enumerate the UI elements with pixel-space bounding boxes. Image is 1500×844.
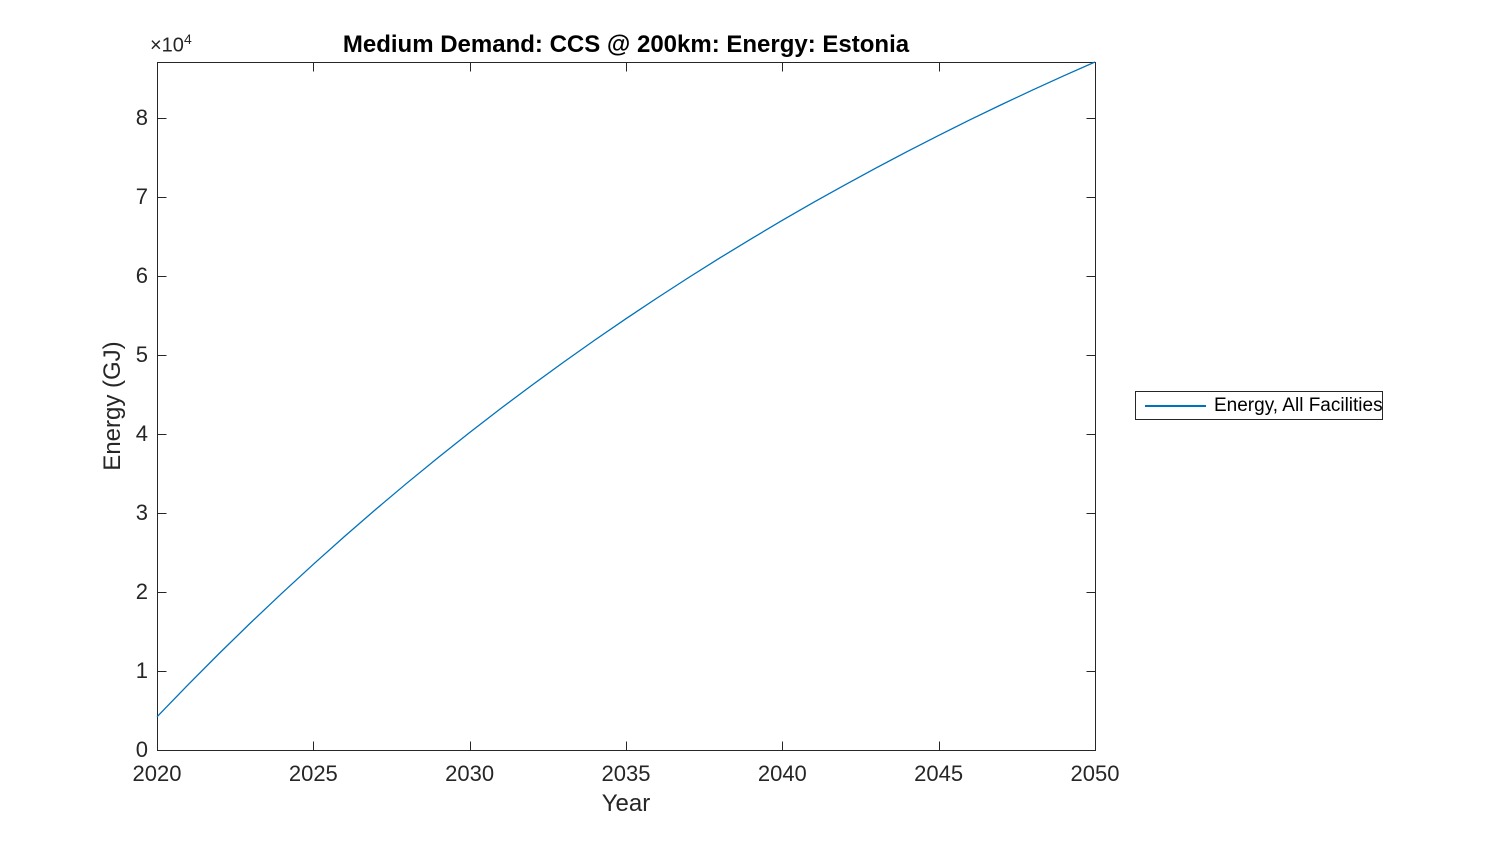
y-tick-label: 2	[135, 579, 148, 605]
x-tick-label: 2025	[288, 761, 338, 786]
y-tick-label: 8	[135, 105, 148, 131]
y-axis-multiplier: ×104	[150, 31, 192, 58]
chart-title: Medium Demand: CCS @ 200km: Energy: Esto…	[342, 31, 910, 58]
y-axis-multiplier-exponent: 4	[183, 31, 192, 47]
y-tick-label: 0	[135, 737, 148, 762]
y-tick-label: 4	[135, 421, 148, 447]
x-tick-label: 2035	[601, 761, 651, 786]
axes-box	[157, 62, 1096, 751]
x-tick-label: 2045	[914, 761, 964, 786]
y-axis-multiplier-base: ×10	[150, 34, 184, 57]
y-tick-label: 1	[135, 658, 148, 683]
y-tick-label: 6	[135, 263, 148, 289]
y-tick-label: 5	[135, 342, 148, 368]
y-tick-label: 7	[135, 184, 148, 210]
legend-entry-label: Energy, All Facilities	[1214, 395, 1383, 416]
data-line-energy-all-facilities	[156, 61, 1096, 718]
legend: Energy, All Facilities	[1135, 391, 1383, 420]
x-tick-label: 2040	[757, 761, 807, 786]
x-tick-label: 2020	[132, 761, 182, 786]
x-tick-label: 2050	[1070, 761, 1120, 786]
x-axis-label: Year	[601, 790, 651, 817]
y-tick-label: 3	[135, 500, 148, 526]
x-tick-label: 2030	[445, 761, 495, 786]
legend-line-sample	[1145, 404, 1206, 407]
